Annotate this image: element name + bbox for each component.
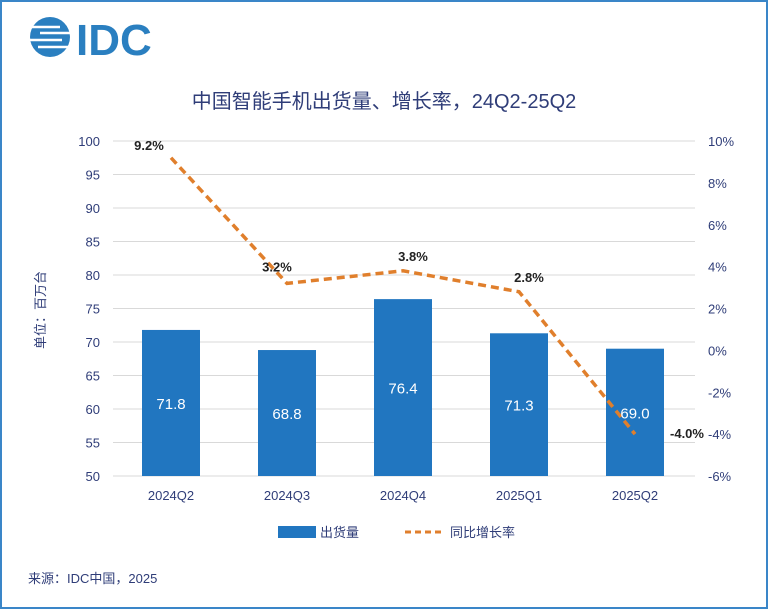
y2-tick-label: 8% <box>708 176 727 191</box>
legend-bar-label: 出货量 <box>320 525 359 540</box>
x-tick-label: 2024Q4 <box>380 488 426 503</box>
legend-bar-swatch <box>278 526 316 538</box>
y-tick-label: 50 <box>86 469 100 484</box>
y-tick-label: 80 <box>86 268 100 283</box>
chart-title: 中国智能手机出货量、增长率，24Q2-25Q2 <box>192 90 577 113</box>
y-tick-label: 65 <box>86 369 100 384</box>
x-tick-label: 2025Q1 <box>496 488 542 503</box>
bar <box>490 333 548 476</box>
y2-tick-label: -2% <box>708 385 732 400</box>
bar-data-label: 71.3 <box>504 398 533 415</box>
legend: 出货量 同比增长率 <box>278 525 515 540</box>
y2-tick-label: 0% <box>708 343 727 358</box>
growth-line <box>169 156 637 436</box>
bar-data-label: 71.8 <box>156 396 185 413</box>
y-tick-label: 70 <box>86 335 100 350</box>
y2-tick-label: 6% <box>708 218 727 233</box>
svg-text:IDC: IDC <box>76 16 152 65</box>
line-data-label: 9.2% <box>134 138 164 153</box>
y2-tick-label: -4% <box>708 427 732 442</box>
bar <box>258 350 316 476</box>
x-tick-label: 2025Q2 <box>612 488 658 503</box>
bar-data-label: 76.4 <box>388 381 417 398</box>
line-data-label: 3.8% <box>398 249 428 264</box>
line-data-label: 3.2% <box>262 259 292 274</box>
y2-tick-label: 10% <box>708 134 734 149</box>
x-tick-label: 2024Q2 <box>148 488 194 503</box>
y-tick-label: 85 <box>86 235 100 250</box>
source-note: 来源：IDC中国，2025 <box>28 571 157 586</box>
y-tick-label: 60 <box>86 402 100 417</box>
line-data-label: -4.0% <box>670 426 704 441</box>
y-tick-label: 90 <box>86 201 100 216</box>
bar-data-label: 68.8 <box>272 406 301 423</box>
line-data-label: 2.8% <box>514 270 544 285</box>
y2-tick-label: 4% <box>708 260 727 275</box>
idc-logo: IDC <box>28 16 152 65</box>
y-tick-label: 55 <box>86 436 100 451</box>
y-tick-label: 75 <box>86 302 100 317</box>
y-tick-label: 95 <box>86 168 100 183</box>
y-axis-label: 单位：百万台 <box>33 271 48 349</box>
y2-tick-label: 2% <box>708 302 727 317</box>
bar <box>142 329 200 476</box>
bar <box>374 299 432 476</box>
x-tick-label: 2024Q3 <box>264 488 310 503</box>
y2-tick-label: -6% <box>708 469 732 484</box>
legend-line-label: 同比增长率 <box>450 525 515 540</box>
bar-data-label: 69.0 <box>620 405 649 422</box>
y-tick-label: 100 <box>78 134 100 149</box>
